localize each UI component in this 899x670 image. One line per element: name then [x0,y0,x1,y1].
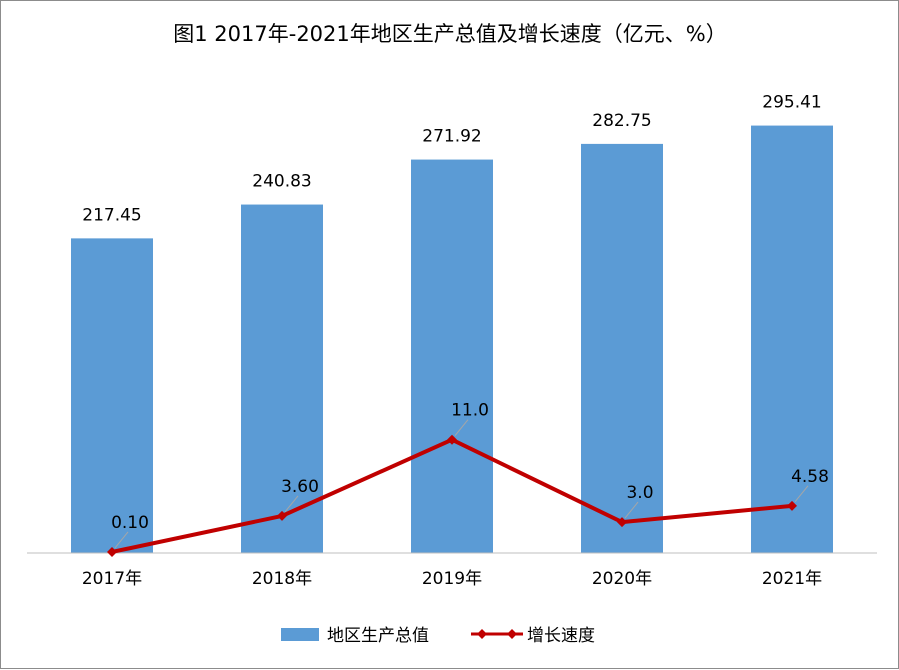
growth-point-2 [447,434,457,445]
growth-point-3 [617,517,627,528]
bars-layer [71,125,833,554]
category-label-3: 2020年 [592,569,652,589]
legend: 地区生产总值 增长速度 [281,626,595,646]
leader-line-4 [794,485,809,503]
growth-value-label-3: 3.0 [626,483,653,503]
bar-value-label-0: 217.45 [82,205,141,225]
category-label-2: 2019年 [422,569,482,589]
legend-marker-left [477,629,487,639]
bar-0 [71,238,153,554]
growth-point-0 [107,546,117,557]
legend-swatch-bar [281,628,319,641]
category-label-0: 2017年 [82,569,142,589]
category-label-4: 2021年 [762,569,822,589]
line-layer [107,419,809,557]
leader-line-2 [454,419,469,437]
growth-point-4 [787,500,797,511]
bar-value-label-2: 271.92 [422,127,481,147]
chart-title: 图1 2017年-2021年地区生产总值及增长速度（亿元、%） [173,22,726,46]
growth-point-1 [277,510,287,521]
legend-label-bar: 地区生产总值 [327,626,429,646]
leader-line-1 [284,495,299,513]
bar-value-label-4: 295.41 [762,93,821,113]
leader-line-0 [114,531,129,549]
bar-3 [581,143,663,553]
bar-value-label-3: 282.75 [592,111,651,131]
bar-1 [241,204,323,554]
leader-line-3 [624,501,639,519]
bar-4 [751,125,833,553]
category-label-1: 2018年 [252,569,312,589]
labels-layer: 217.45 2017年 240.83 2018年 271.92 2019年 282.75 2… [82,93,829,589]
bar-value-label-1: 240.83 [252,172,311,192]
bar-2 [411,159,493,554]
growth-value-label-4: 4.58 [791,467,829,487]
legend-marker-right [507,629,517,639]
growth-value-label-2: 11.0 [451,401,489,421]
growth-value-label-1: 3.60 [281,477,319,497]
legend-label-line: 增长速度 [527,626,595,646]
growth-value-label-0: 0.10 [111,513,149,533]
